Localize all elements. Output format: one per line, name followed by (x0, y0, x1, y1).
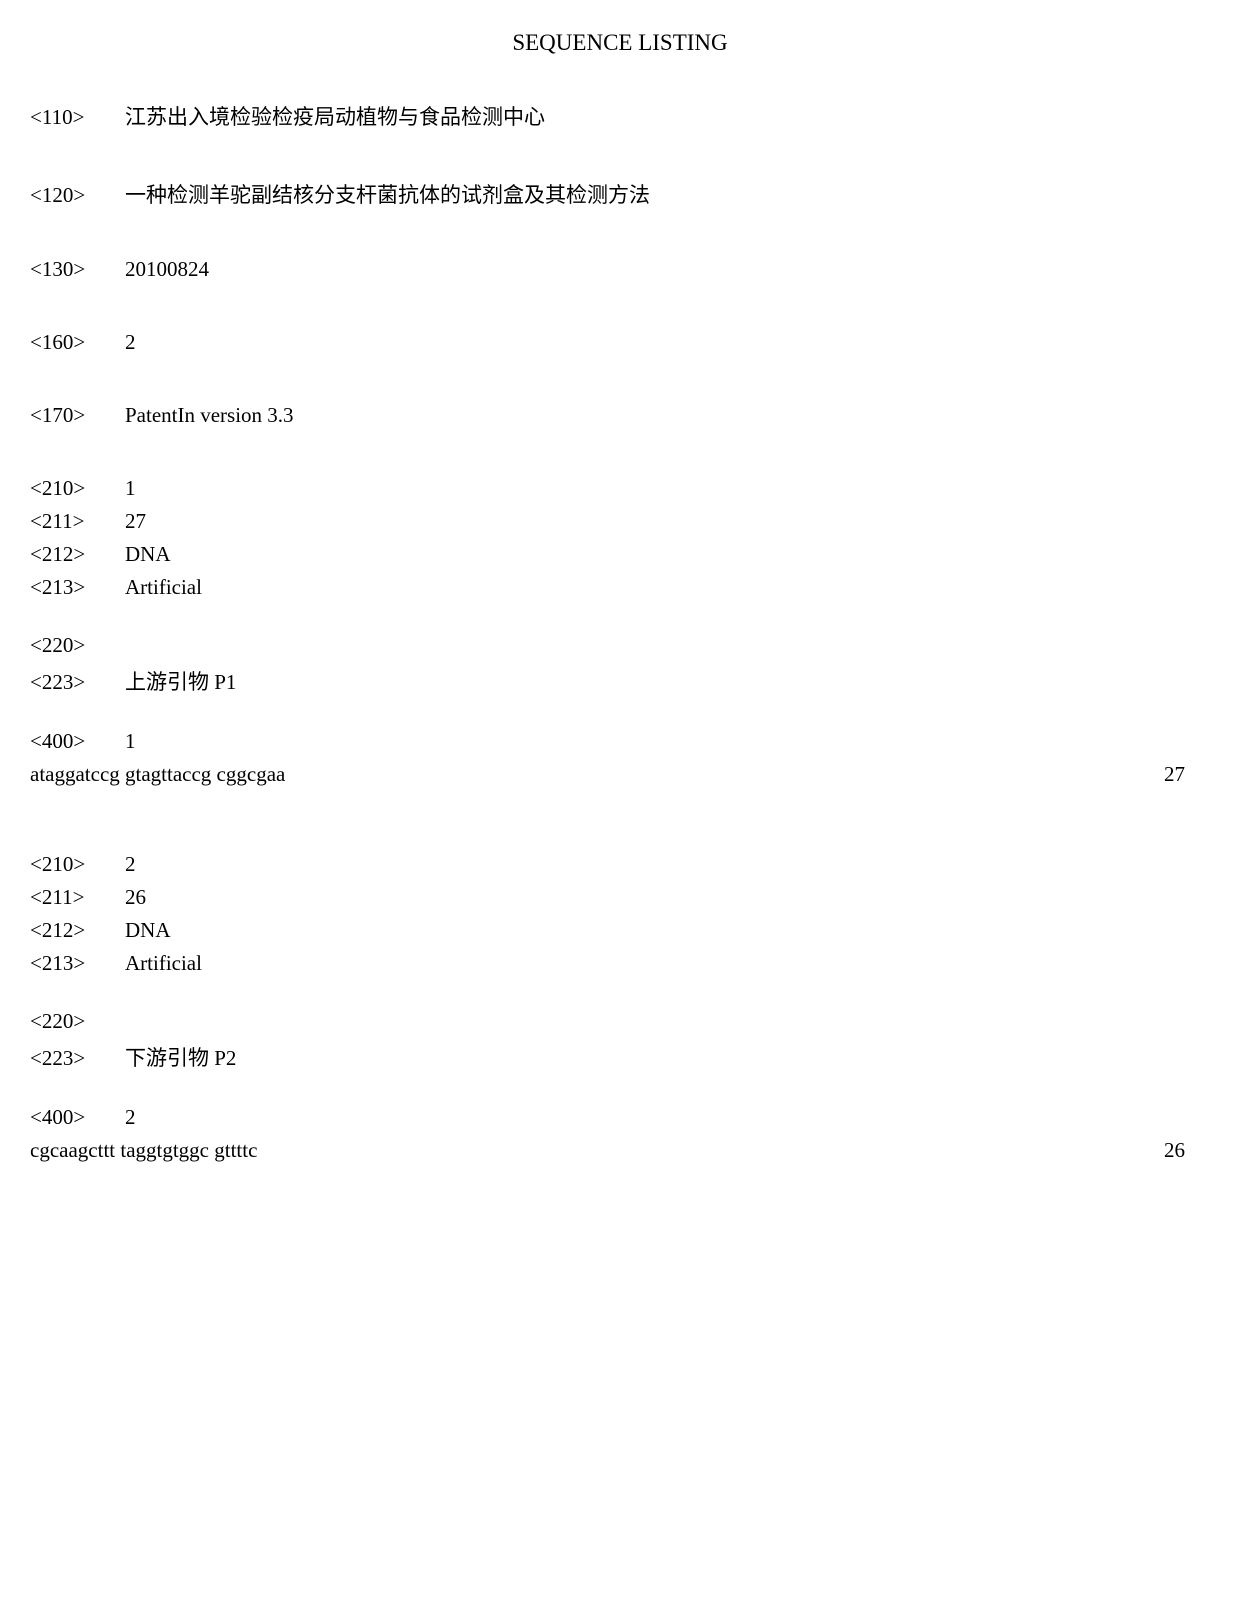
value-110: 江苏出入境检验检疫局动植物与食品检测中心 (125, 101, 1210, 131)
document-title: SEQUENCE LISTING (30, 30, 1210, 56)
seq1-length: 27 (1164, 762, 1210, 787)
entry-160: <160> 2 (30, 330, 1210, 355)
seq2-entry-220: <220> (30, 1009, 1210, 1034)
seq2-value-223: 下游引物 P2 (125, 1042, 1210, 1072)
seq2-tag-212: <212> (30, 918, 125, 943)
seq1-tag-213: <213> (30, 575, 125, 600)
seq2-tag-220: <220> (30, 1009, 125, 1034)
seq2-tag-211: <211> (30, 885, 125, 910)
seq2-value-211: 26 (125, 885, 1210, 910)
entry-120: <120> 一种检测羊驼副结核分支杆菌抗体的试剂盒及其检测方法 (30, 179, 1210, 209)
seq1-sequence-row: ataggatccg gtagttaccg cggcgaa 27 (30, 762, 1210, 787)
seq1-tag-223: <223> (30, 670, 125, 695)
value-160: 2 (125, 330, 1210, 355)
seq1-entry-212: <212> DNA (30, 542, 1210, 567)
entry-130: <130> 20100824 (30, 257, 1210, 282)
tag-130: <130> (30, 257, 125, 282)
seq1-value-211: 27 (125, 509, 1210, 534)
seq1-value-210: 1 (125, 476, 1210, 501)
seq2-value-210: 2 (125, 852, 1210, 877)
tag-120: <120> (30, 183, 125, 208)
seq2-entry-213: <213> Artificial (30, 951, 1210, 976)
value-170: PatentIn version 3.3 (125, 403, 1210, 428)
seq1-entry-223: <223> 上游引物 P1 (30, 666, 1210, 696)
seq1-entry-400: <400> 1 (30, 729, 1210, 754)
seq1-sequence: ataggatccg gtagttaccg cggcgaa (30, 762, 285, 787)
tag-160: <160> (30, 330, 125, 355)
seq2-tag-213: <213> (30, 951, 125, 976)
seq1-value-213: Artificial (125, 575, 1210, 600)
entry-170: <170> PatentIn version 3.3 (30, 403, 1210, 428)
seq1-entry-210: <210> 1 (30, 476, 1210, 501)
seq2-entry-210: <210> 2 (30, 852, 1210, 877)
seq1-tag-210: <210> (30, 476, 125, 501)
seq1-tag-220: <220> (30, 633, 125, 658)
seq1-entry-213: <213> Artificial (30, 575, 1210, 600)
seq2-value-212: DNA (125, 918, 1210, 943)
value-120: 一种检测羊驼副结核分支杆菌抗体的试剂盒及其检测方法 (125, 179, 1210, 209)
seq2-tag-400: <400> (30, 1105, 125, 1130)
seq1-value-223: 上游引物 P1 (125, 666, 1210, 696)
seq2-tag-223: <223> (30, 1046, 125, 1071)
seq2-entry-400: <400> 2 (30, 1105, 1210, 1130)
seq1-value-212: DNA (125, 542, 1210, 567)
seq1-entry-211: <211> 27 (30, 509, 1210, 534)
entry-110: <110> 江苏出入境检验检疫局动植物与食品检测中心 (30, 101, 1210, 131)
tag-110: <110> (30, 105, 125, 130)
seq2-entry-212: <212> DNA (30, 918, 1210, 943)
seq2-tag-210: <210> (30, 852, 125, 877)
seq2-sequence: cgcaagcttt taggtgtggc gttttc (30, 1138, 257, 1163)
seq1-tag-400: <400> (30, 729, 125, 754)
tag-170: <170> (30, 403, 125, 428)
seq2-entry-211: <211> 26 (30, 885, 1210, 910)
seq1-value-400: 1 (125, 729, 1210, 754)
seq1-tag-211: <211> (30, 509, 125, 534)
seq1-entry-220: <220> (30, 633, 1210, 658)
seq2-length: 26 (1164, 1138, 1210, 1163)
seq1-tag-212: <212> (30, 542, 125, 567)
seq2-value-400: 2 (125, 1105, 1210, 1130)
seq2-value-213: Artificial (125, 951, 1210, 976)
value-130: 20100824 (125, 257, 1210, 282)
seq2-sequence-row: cgcaagcttt taggtgtggc gttttc 26 (30, 1138, 1210, 1163)
seq2-entry-223: <223> 下游引物 P2 (30, 1042, 1210, 1072)
